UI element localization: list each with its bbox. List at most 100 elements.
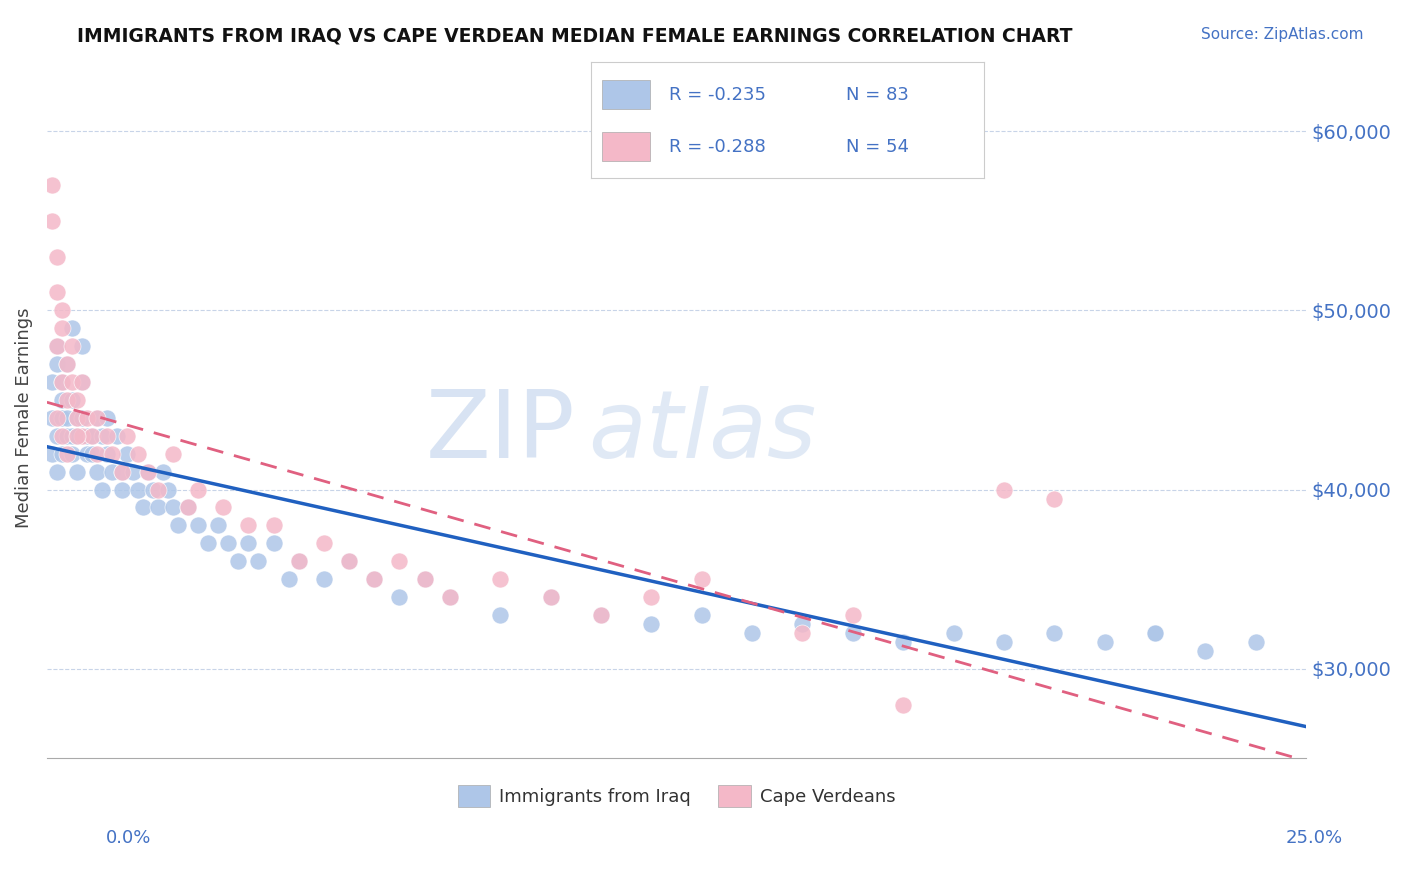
Point — [792, 616, 814, 631]
Point — [413, 572, 436, 586]
Point — [46, 285, 69, 300]
Point — [439, 590, 461, 604]
Point — [46, 339, 69, 353]
Point — [540, 590, 562, 604]
Text: N = 83: N = 83 — [846, 86, 910, 103]
Point — [60, 429, 83, 443]
Point — [1043, 626, 1066, 640]
Point — [439, 590, 461, 604]
Point — [86, 410, 108, 425]
FancyBboxPatch shape — [602, 132, 650, 161]
Point — [111, 483, 134, 497]
Point — [51, 321, 73, 335]
Point — [41, 447, 63, 461]
Point — [56, 410, 79, 425]
Point — [82, 429, 104, 443]
Point — [1043, 491, 1066, 506]
Point — [70, 429, 93, 443]
Point — [993, 483, 1015, 497]
Point — [51, 392, 73, 407]
Point — [91, 429, 114, 443]
Text: atlas: atlas — [588, 386, 817, 477]
Point — [156, 483, 179, 497]
Point — [82, 429, 104, 443]
Point — [238, 536, 260, 550]
Point — [66, 465, 89, 479]
Point — [1244, 635, 1267, 649]
Point — [312, 572, 335, 586]
Point — [363, 572, 385, 586]
Point — [117, 447, 139, 461]
Point — [226, 554, 249, 568]
Text: 0.0%: 0.0% — [105, 829, 150, 847]
Point — [152, 465, 174, 479]
Point — [60, 392, 83, 407]
Point — [46, 339, 69, 353]
Point — [640, 616, 662, 631]
Point — [690, 607, 713, 622]
Text: 25.0%: 25.0% — [1285, 829, 1343, 847]
Point — [46, 357, 69, 371]
Text: ZIP: ZIP — [426, 385, 576, 477]
Point — [96, 410, 118, 425]
Point — [207, 518, 229, 533]
Point — [86, 465, 108, 479]
Point — [91, 483, 114, 497]
Point — [96, 447, 118, 461]
Point — [741, 626, 763, 640]
Point — [56, 429, 79, 443]
Point — [46, 410, 69, 425]
Point — [111, 465, 134, 479]
Point — [162, 500, 184, 515]
Point — [121, 465, 143, 479]
Point — [247, 554, 270, 568]
Point — [142, 483, 165, 497]
Point — [51, 375, 73, 389]
Point — [337, 554, 360, 568]
Point — [46, 465, 69, 479]
Point — [842, 626, 865, 640]
Point — [489, 572, 512, 586]
Point — [60, 447, 83, 461]
Point — [489, 607, 512, 622]
Point — [1143, 626, 1166, 640]
Point — [66, 429, 89, 443]
Point — [70, 375, 93, 389]
Point — [107, 429, 129, 443]
Point — [217, 536, 239, 550]
Point — [942, 626, 965, 640]
Point — [212, 500, 235, 515]
Point — [540, 590, 562, 604]
Point — [82, 447, 104, 461]
Point — [66, 429, 89, 443]
Point — [162, 447, 184, 461]
Point — [51, 410, 73, 425]
Point — [177, 500, 200, 515]
Text: R = -0.288: R = -0.288 — [669, 138, 766, 156]
Point — [589, 607, 612, 622]
Text: IMMIGRANTS FROM IRAQ VS CAPE VERDEAN MEDIAN FEMALE EARNINGS CORRELATION CHART: IMMIGRANTS FROM IRAQ VS CAPE VERDEAN MED… — [77, 27, 1073, 45]
Point — [197, 536, 219, 550]
Point — [60, 339, 83, 353]
Point — [277, 572, 299, 586]
Point — [66, 410, 89, 425]
Point — [187, 483, 209, 497]
Point — [842, 607, 865, 622]
Point — [146, 500, 169, 515]
Point — [101, 447, 124, 461]
Point — [46, 250, 69, 264]
Point — [86, 447, 108, 461]
Point — [1143, 626, 1166, 640]
Point — [187, 518, 209, 533]
Point — [56, 392, 79, 407]
Point — [41, 375, 63, 389]
Point — [46, 429, 69, 443]
Point — [337, 554, 360, 568]
Point — [993, 635, 1015, 649]
Point — [76, 410, 98, 425]
Point — [41, 178, 63, 192]
Point — [312, 536, 335, 550]
Point — [690, 572, 713, 586]
Text: Source: ZipAtlas.com: Source: ZipAtlas.com — [1201, 27, 1364, 42]
Point — [51, 429, 73, 443]
